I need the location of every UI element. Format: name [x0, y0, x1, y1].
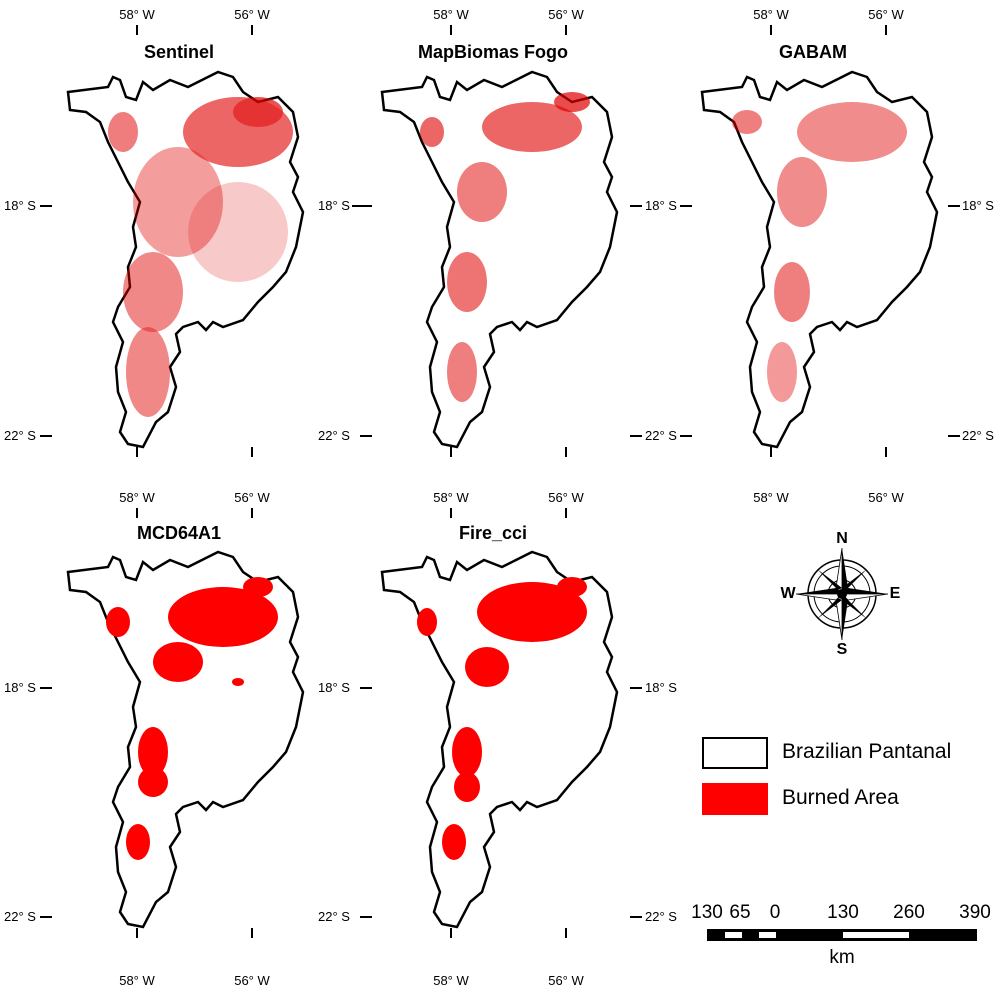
legend-swatch-pantanal [702, 737, 768, 769]
lat-label: 22° S [318, 428, 350, 443]
lon-label: 56° W [548, 490, 584, 505]
lat-label: 22° S [962, 428, 994, 443]
lat-label: 18° S [4, 680, 36, 695]
lon-label: 58° W [433, 7, 469, 22]
scale-bar [707, 929, 977, 941]
legend-swatch-burned [702, 783, 768, 815]
panel-mapbiomas-map [380, 70, 619, 449]
lon-label: 58° W [433, 490, 469, 505]
panel-title-sentinel: Sentinel [143, 42, 215, 62]
burned-area-gabam [732, 102, 907, 402]
lon-label: 58° W [119, 973, 155, 988]
panel-title-firecci: Fire_cci [458, 523, 528, 543]
scalebar-label: 130 [827, 902, 859, 923]
lat-label: 22° S [4, 909, 36, 924]
scalebar-unit: km [829, 947, 855, 968]
burned-area-firecci [417, 577, 587, 860]
compass-rose [795, 547, 889, 641]
panel-gabam-map [700, 70, 939, 449]
burned-area-mapbiomas [420, 92, 590, 402]
scalebar-label: 65 [729, 902, 751, 923]
lat-label: 18° S [4, 198, 36, 213]
compass-n-label: N [836, 530, 848, 547]
compass-e-label: E [889, 585, 901, 602]
tick-marks [40, 25, 960, 938]
scalebar-label: 0 [769, 902, 781, 923]
scalebar-label: 130 [691, 902, 723, 923]
lat-label: 22° S [645, 909, 677, 924]
panel-title-gabam: GABAM [779, 42, 847, 62]
lat-label: 22° S [645, 428, 677, 443]
panel-sentinel-map [66, 70, 305, 449]
burned-area-sentinel [108, 97, 293, 417]
lon-label: 58° W [753, 490, 789, 505]
panel-mcd64a1-map [66, 550, 305, 929]
lon-label: 56° W [234, 7, 270, 22]
lat-label: 22° S [4, 428, 36, 443]
lon-label: 56° W [868, 490, 904, 505]
panel-title-mcd64a1: MCD64A1 [136, 523, 222, 543]
lon-label: 56° W [234, 973, 270, 988]
lat-label: 18° S [962, 198, 994, 213]
lon-label: 56° W [234, 490, 270, 505]
legend-label-burned: Burned Area [782, 786, 899, 809]
lat-label: 18° S [645, 198, 677, 213]
lon-label: 58° W [119, 490, 155, 505]
lon-label: 56° W [868, 7, 904, 22]
lat-label: 18° S [318, 198, 350, 213]
scalebar-label: 260 [893, 902, 925, 923]
compass-s-label: S [836, 641, 848, 658]
burned-area-mcd64a1 [106, 577, 278, 860]
panel-title-mapbiomas: MapBiomas Fogo [417, 42, 569, 62]
legend-label-pantanal: Brazilian Pantanal [782, 740, 952, 763]
compass-w-label: W [780, 585, 796, 602]
panel-firecci-map [380, 550, 619, 929]
lat-label: 18° S [318, 680, 350, 695]
lat-label: 18° S [645, 680, 677, 695]
lon-label: 56° W [548, 7, 584, 22]
lat-label: 22° S [318, 909, 350, 924]
lon-label: 58° W [119, 7, 155, 22]
lon-label: 56° W [548, 973, 584, 988]
scalebar-label: 390 [959, 902, 991, 923]
lon-label: 58° W [433, 973, 469, 988]
lon-label: 58° W [753, 7, 789, 22]
